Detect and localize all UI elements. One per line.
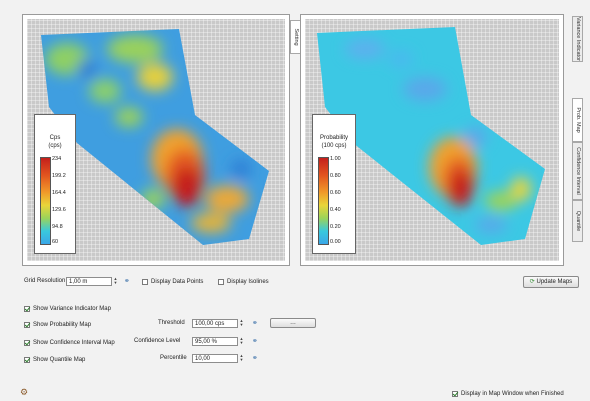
left-legend-unit: (cps) <box>48 143 62 149</box>
show-quantile-box[interactable] <box>24 357 30 363</box>
show-confidence-box[interactable] <box>24 340 30 346</box>
settings-gear-icon[interactable]: ⚙ <box>20 387 29 397</box>
left-legend-tick: 199.2 <box>52 173 66 179</box>
show-confidence-label: Show Confidence Interval Map <box>33 340 115 346</box>
link-icon[interactable]: ⚭ <box>124 278 130 285</box>
left-legend-tick: 60 <box>52 239 59 245</box>
display-in-map-window-checkbox[interactable]: Display in Map Window when Finished <box>452 391 564 397</box>
show-probability-checkbox[interactable]: Show Probability Map <box>24 322 91 328</box>
display-in-map-window-label: Display in Map Window when Finished <box>461 391 564 397</box>
show-probability-label: Show Probability Map <box>33 322 92 328</box>
tab-confidence-interval-label: Confidence Interval <box>574 147 581 195</box>
right-legend-tick: 1.00 <box>330 156 341 162</box>
right-legend-tick: 0.80 <box>330 173 341 179</box>
confidence-level-label: Confidence Level <box>134 338 181 344</box>
right-map-legend: Probability (100 cps) 1.00 0.80 0.60 0.4… <box>312 114 356 254</box>
show-confidence-checkbox[interactable]: Show Confidence Interval Map <box>24 340 115 346</box>
left-map-panel: Cps (cps) 234 199.2 164.4 129.6 94.8 60 <box>22 14 290 266</box>
tab-variance-indicator[interactable]: Variance Indicator <box>572 16 583 62</box>
left-legend-tick: 164.4 <box>52 190 66 196</box>
percentile-spinner[interactable]: ▲ ▼ <box>239 353 244 362</box>
right-legend-tick: 0.00 <box>330 239 341 245</box>
show-variance-checkbox[interactable]: Show Variance Indicator Map <box>24 306 111 312</box>
tab-setting-label: Setting <box>292 28 299 46</box>
show-variance-label: Show Variance Indicator Map <box>33 306 111 312</box>
right-legend-tick: 0.60 <box>330 190 341 196</box>
threshold-input[interactable]: 100,00 cps <box>192 319 238 328</box>
threshold-spinner[interactable]: ▲ ▼ <box>239 318 244 327</box>
left-interpolation-map <box>41 29 269 245</box>
left-legend-colorbar <box>40 157 51 245</box>
tab-variance-indicator-label: Variance Indicator <box>574 17 581 61</box>
show-probability-box[interactable] <box>24 322 30 328</box>
right-legend-colorbar <box>318 157 329 245</box>
percentile-label: Percentile <box>160 355 187 361</box>
update-maps-button[interactable]: ⟳ Update Maps <box>523 276 579 288</box>
confidence-link-icon[interactable]: ⚭ <box>252 338 258 345</box>
display-in-map-window-box[interactable] <box>452 391 458 397</box>
show-variance-box[interactable] <box>24 306 30 312</box>
tab-quantile[interactable]: Quantile <box>572 200 583 242</box>
right-map-plot[interactable]: Probability (100 cps) 1.00 0.80 0.60 0.4… <box>305 19 559 261</box>
grid-resolution-label: Grid Resolution <box>24 278 66 284</box>
display-isolines-label: Display Isolines <box>227 279 269 285</box>
tab-confidence-interval[interactable]: Confidence Interval <box>572 142 583 200</box>
tab-probability-map[interactable]: Prob. Map <box>572 98 583 142</box>
threshold-link-icon[interactable]: ⚭ <box>252 320 258 327</box>
show-quantile-checkbox[interactable]: Show Quantile Map <box>24 357 85 363</box>
refresh-icon: ⟳ <box>529 279 535 285</box>
threshold-extra-button[interactable]: … <box>270 318 316 328</box>
right-legend-tick: 0.20 <box>330 224 341 230</box>
percentile-link-icon[interactable]: ⚭ <box>252 355 258 362</box>
right-legend-title: Probability <box>319 135 348 141</box>
display-data-points-box[interactable] <box>142 279 148 285</box>
grid-resolution-input[interactable]: 1,00 m <box>66 277 112 286</box>
right-map-panel: Probability (100 cps) 1.00 0.80 0.60 0.4… <box>300 14 564 266</box>
update-maps-label: Update Maps <box>536 279 573 285</box>
right-legend-unit: (100 cps) <box>321 143 347 149</box>
percentile-input[interactable]: 10,00 <box>192 354 238 363</box>
display-isolines-box[interactable] <box>218 279 224 285</box>
tab-probability-map-label: Prob. Map <box>574 107 581 133</box>
left-legend-tick: 129.6 <box>52 207 66 213</box>
display-data-points-checkbox[interactable]: Display Data Points <box>142 279 203 285</box>
left-legend-tick: 234 <box>52 156 62 162</box>
left-map-plot[interactable]: Cps (cps) 234 199.2 164.4 129.6 94.8 60 <box>27 19 285 261</box>
confidence-level-spinner[interactable]: ▲ ▼ <box>239 336 244 345</box>
right-legend-tick: 0.40 <box>330 207 341 213</box>
left-legend-tick: 94.8 <box>52 224 63 230</box>
tab-quantile-label: Quantile <box>574 210 581 232</box>
ellipsis-icon: … <box>290 320 296 326</box>
left-legend-title: Cps <box>49 135 61 141</box>
display-data-points-label: Display Data Points <box>151 279 204 285</box>
left-map-legend: Cps (cps) 234 199.2 164.4 129.6 94.8 60 <box>34 114 76 254</box>
threshold-label: Threshold <box>158 320 185 326</box>
show-quantile-label: Show Quantile Map <box>33 357 86 363</box>
display-isolines-checkbox[interactable]: Display Isolines <box>218 279 269 285</box>
confidence-level-input[interactable]: 95,00 % <box>192 337 238 346</box>
grid-resolution-spinner[interactable]: ▲ ▼ <box>113 276 118 285</box>
